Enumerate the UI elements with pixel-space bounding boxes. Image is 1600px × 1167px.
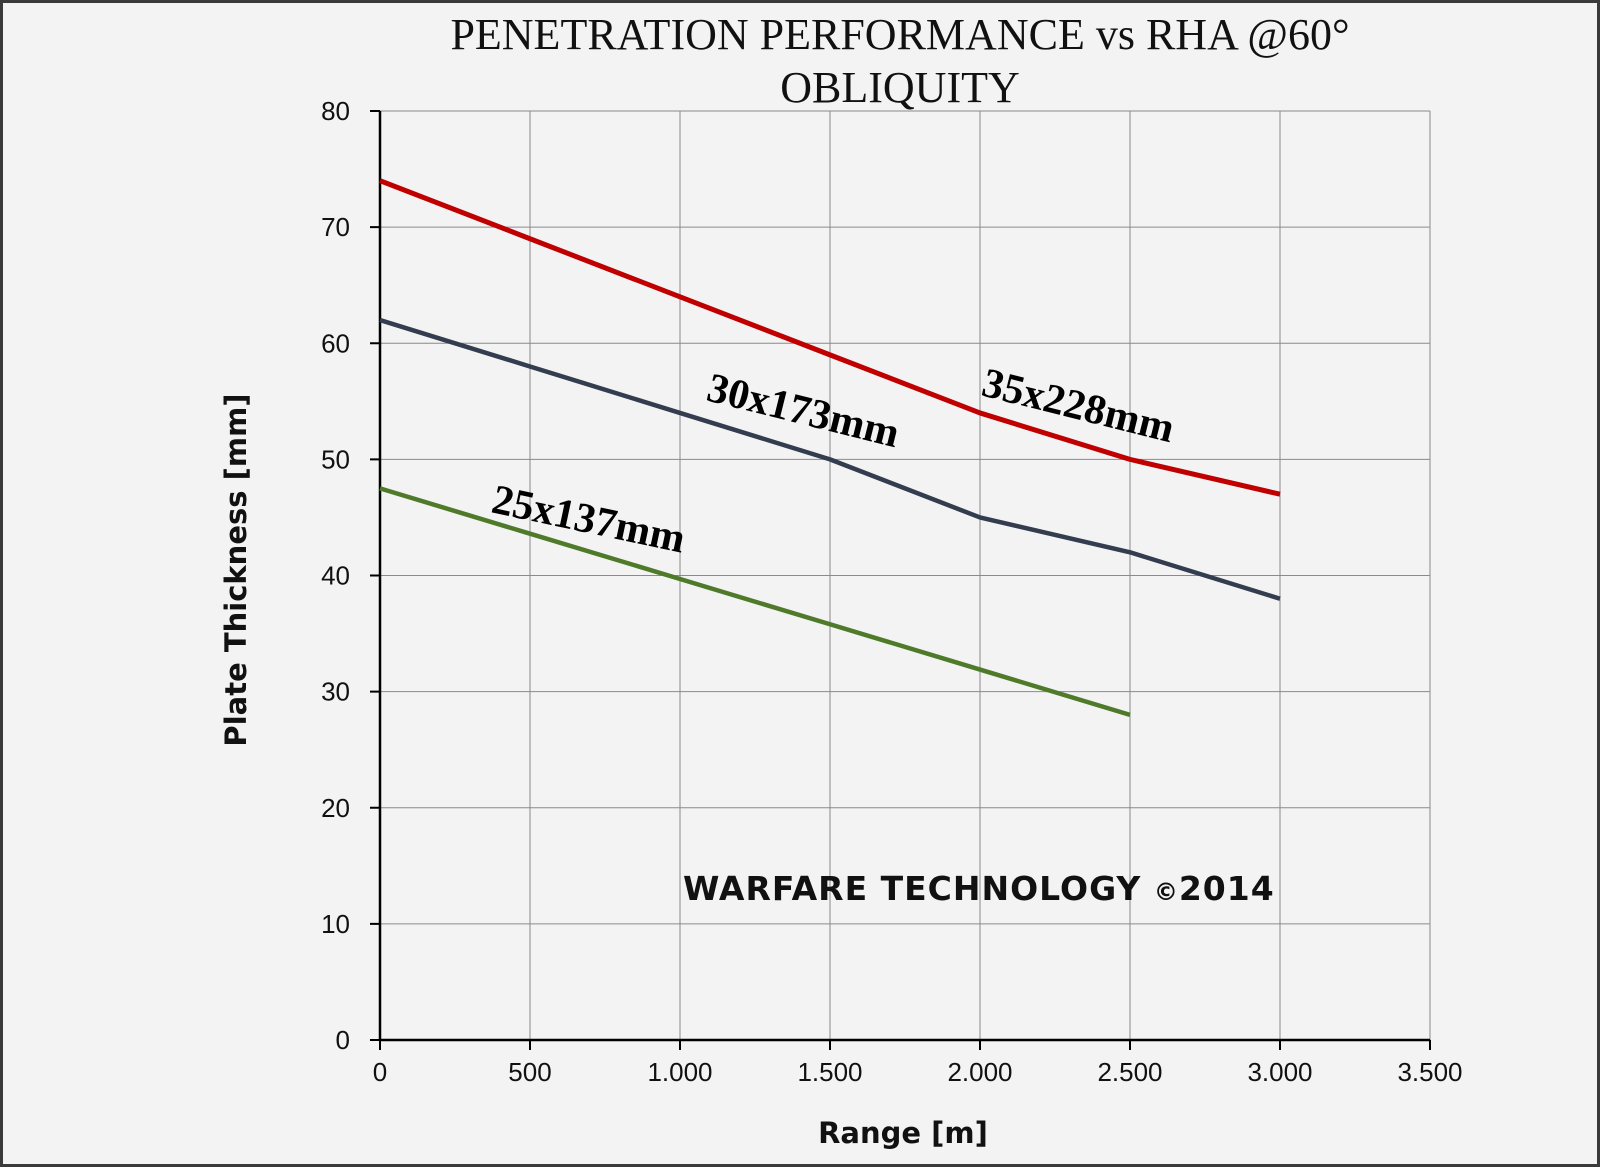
x-tick-label: 500 (508, 1057, 551, 1087)
y-tick-label: 50 (321, 444, 350, 474)
y-tick-label: 80 (321, 96, 350, 126)
grid (380, 110, 1431, 1040)
x-tick-label: 2.500 (1097, 1057, 1162, 1087)
y-tick-label: 10 (321, 909, 350, 939)
y-tick-label: 70 (321, 212, 350, 242)
chart-title-line-1: PENETRATION PERFORMANCE vs RHA @60° (450, 10, 1349, 59)
y-tick-label: 30 (321, 677, 350, 707)
series-label-30x173mm: 30x173mm (703, 365, 904, 457)
watermark: WARFARE TECHNOLOGY ©2014 (683, 869, 1275, 908)
x-tick-label: 3.500 (1397, 1057, 1462, 1087)
axes: 0 10 20 30 40 50 60 70 80 0 500 1.000 1.500 2.000 2.50… (321, 96, 1462, 1087)
series-lines (379, 178, 1281, 718)
x-tick-label: 1.000 (647, 1057, 712, 1087)
series-line-35x228mm (379, 178, 1281, 497)
x-axis-title: Range [m] (818, 1116, 988, 1150)
x-tick-label: 1.500 (797, 1057, 862, 1087)
series-line-25x137mm (379, 486, 1131, 718)
y-tick-label: 0 (336, 1025, 350, 1055)
y-axis-title: Plate Thickness [mm] (219, 393, 253, 746)
y-tick-label: 40 (321, 561, 350, 591)
series-label-35x228mm: 35x228mm (978, 360, 1179, 452)
series-line-30x173mm (379, 317, 1281, 601)
watermark-year: 2014 (1179, 869, 1275, 908)
watermark-copyright: © (1154, 878, 1179, 906)
x-tick-label: 2.000 (947, 1057, 1012, 1087)
watermark-text: WARFARE TECHNOLOGY (683, 869, 1154, 908)
x-tick-label: 0 (373, 1057, 387, 1087)
x-tick-label: 3.000 (1247, 1057, 1312, 1087)
y-tick-label: 60 (321, 328, 350, 358)
chart-title-line-2: OBLIQUITY (780, 63, 1020, 112)
y-tick-label: 20 (321, 793, 350, 823)
